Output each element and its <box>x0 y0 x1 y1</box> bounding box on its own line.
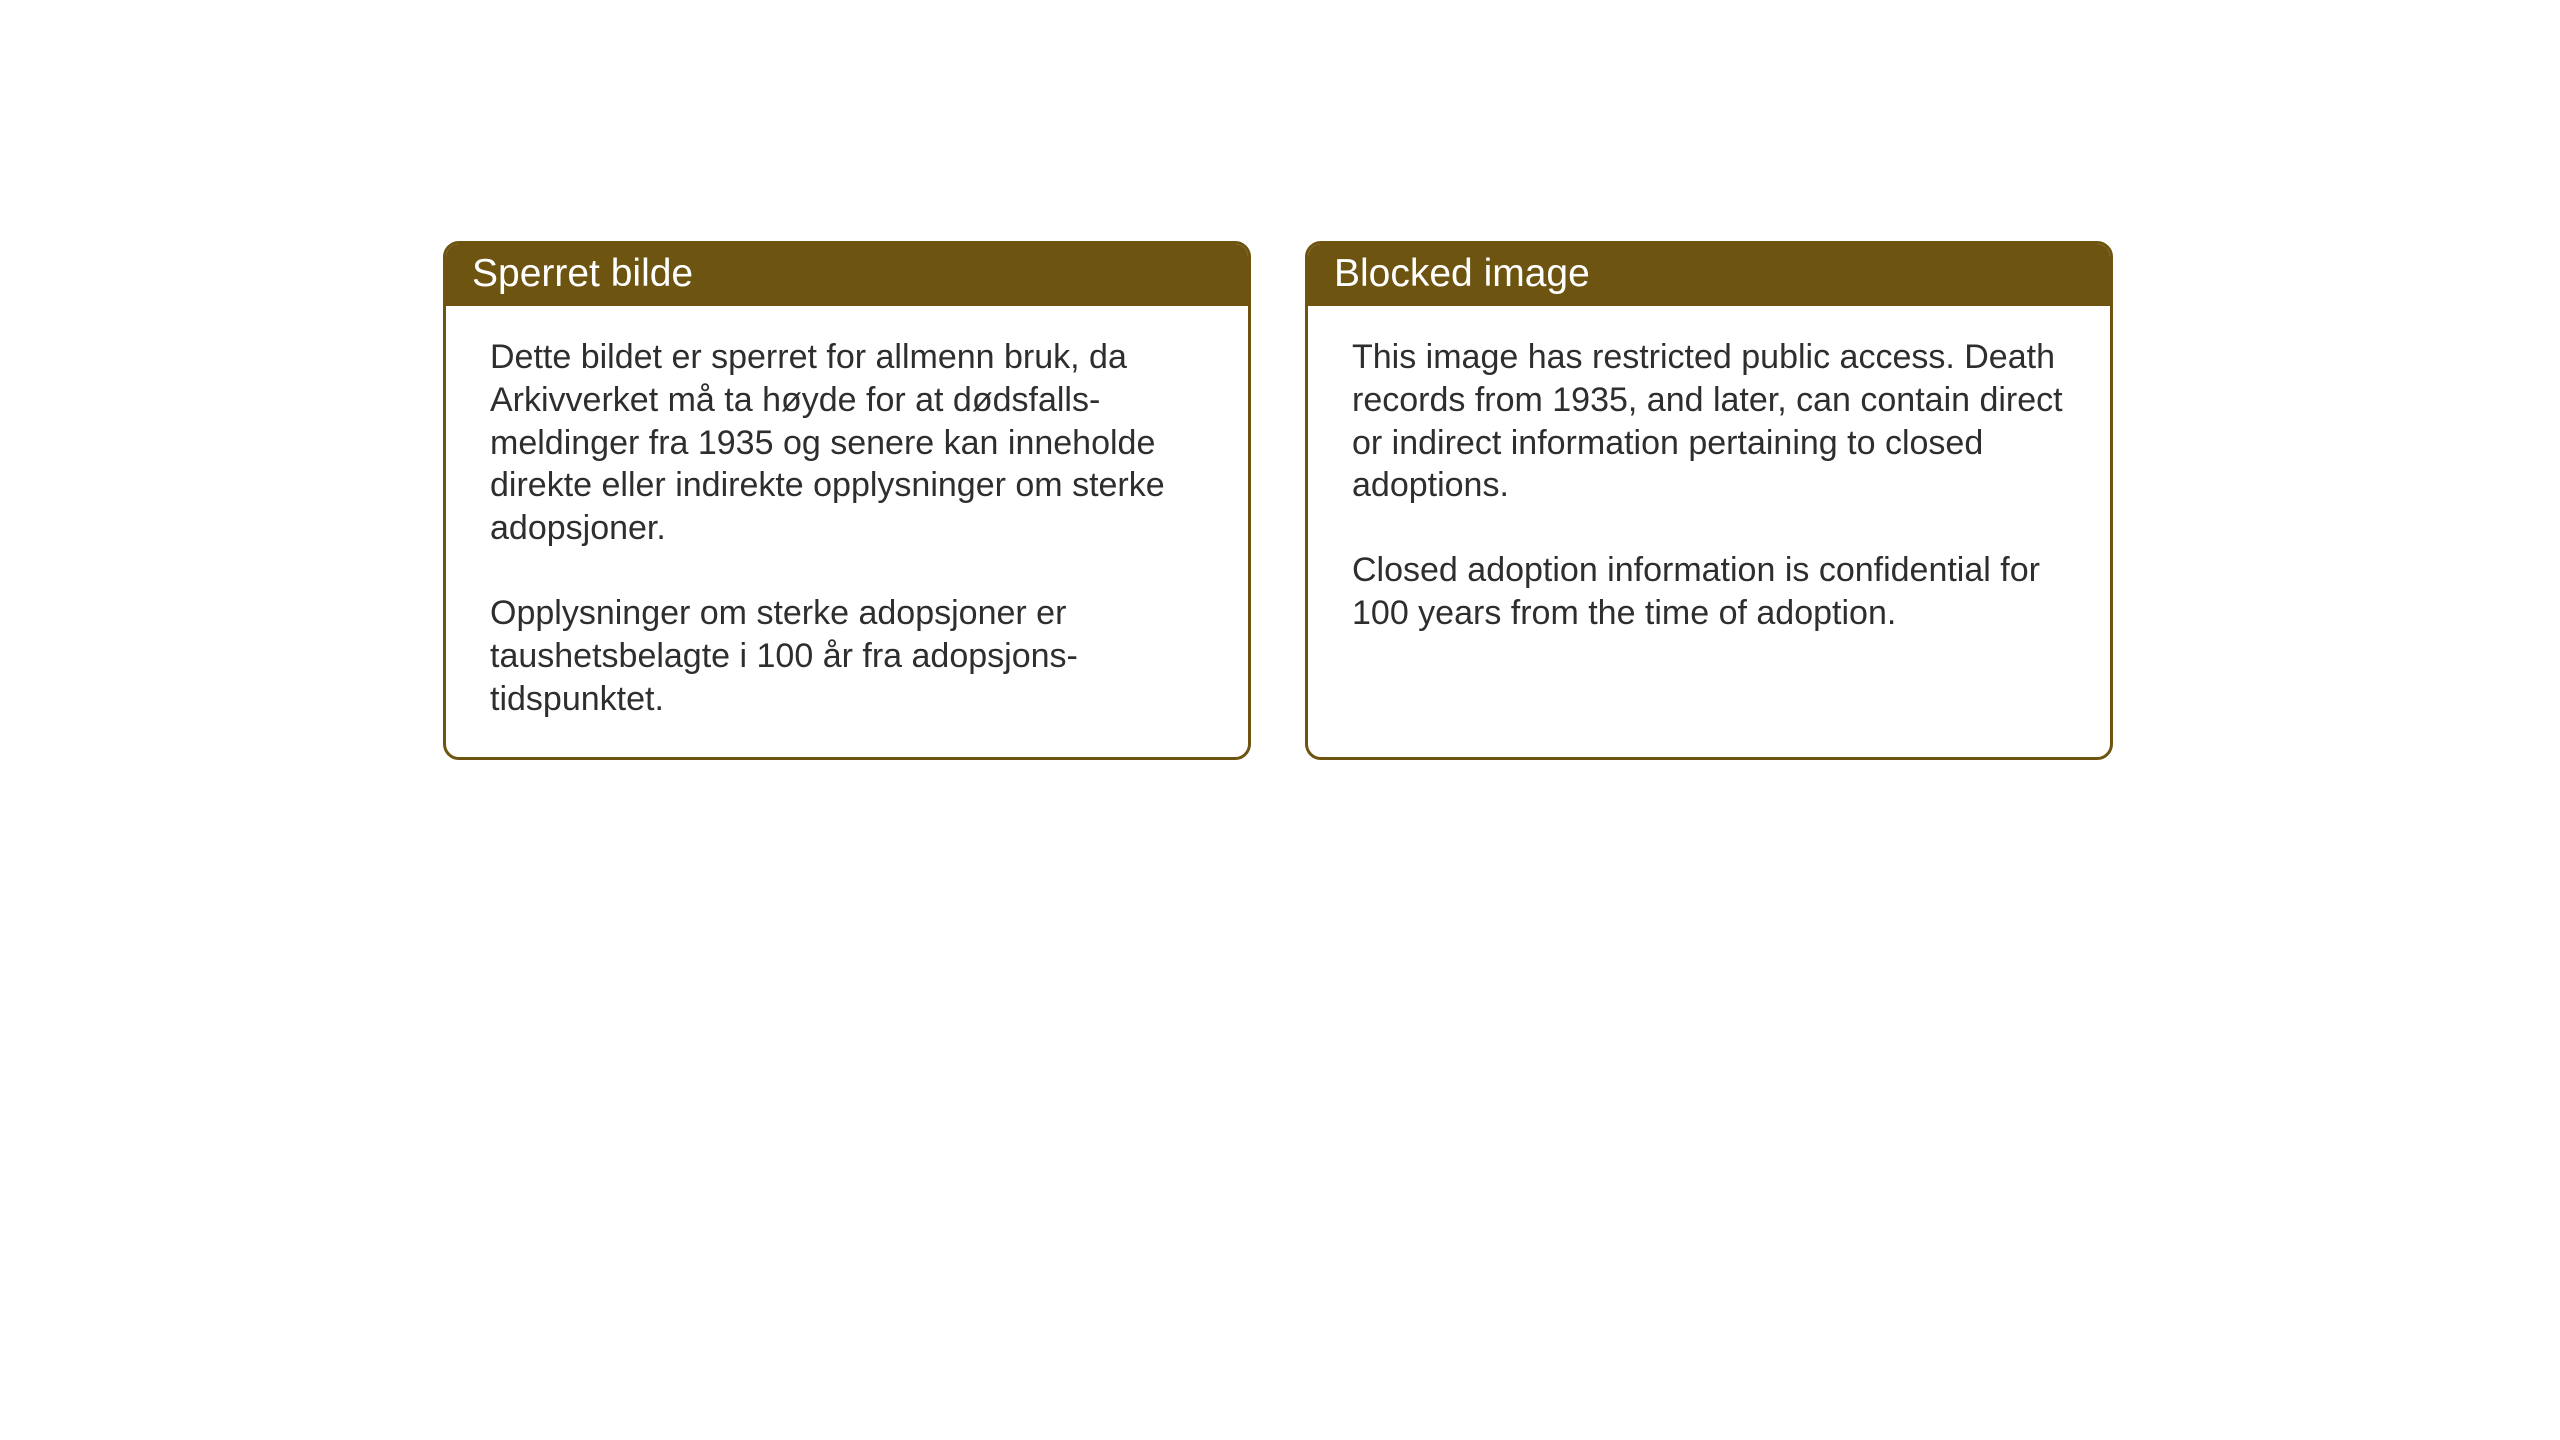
notice-title-norwegian: Sperret bilde <box>472 252 693 295</box>
notice-title-english: Blocked image <box>1334 252 1590 295</box>
notice-paragraph-1-norwegian: Dette bildet er sperret for allmenn bruk… <box>490 336 1204 550</box>
notice-paragraph-1-english: This image has restricted public access.… <box>1352 336 2066 507</box>
notice-container: Sperret bilde Dette bildet er sperret fo… <box>443 241 2113 760</box>
notice-paragraph-2-norwegian: Opplysninger om sterke adopsjoner er tau… <box>490 592 1204 720</box>
notice-box-english: Blocked image This image has restricted … <box>1305 241 2113 760</box>
notice-body-norwegian: Dette bildet er sperret for allmenn bruk… <box>446 306 1248 757</box>
notice-box-norwegian: Sperret bilde Dette bildet er sperret fo… <box>443 241 1251 760</box>
notice-header-english: Blocked image <box>1308 244 2110 306</box>
notice-header-norwegian: Sperret bilde <box>446 244 1248 306</box>
notice-body-english: This image has restricted public access.… <box>1308 306 2110 671</box>
notice-paragraph-2-english: Closed adoption information is confident… <box>1352 549 2066 635</box>
